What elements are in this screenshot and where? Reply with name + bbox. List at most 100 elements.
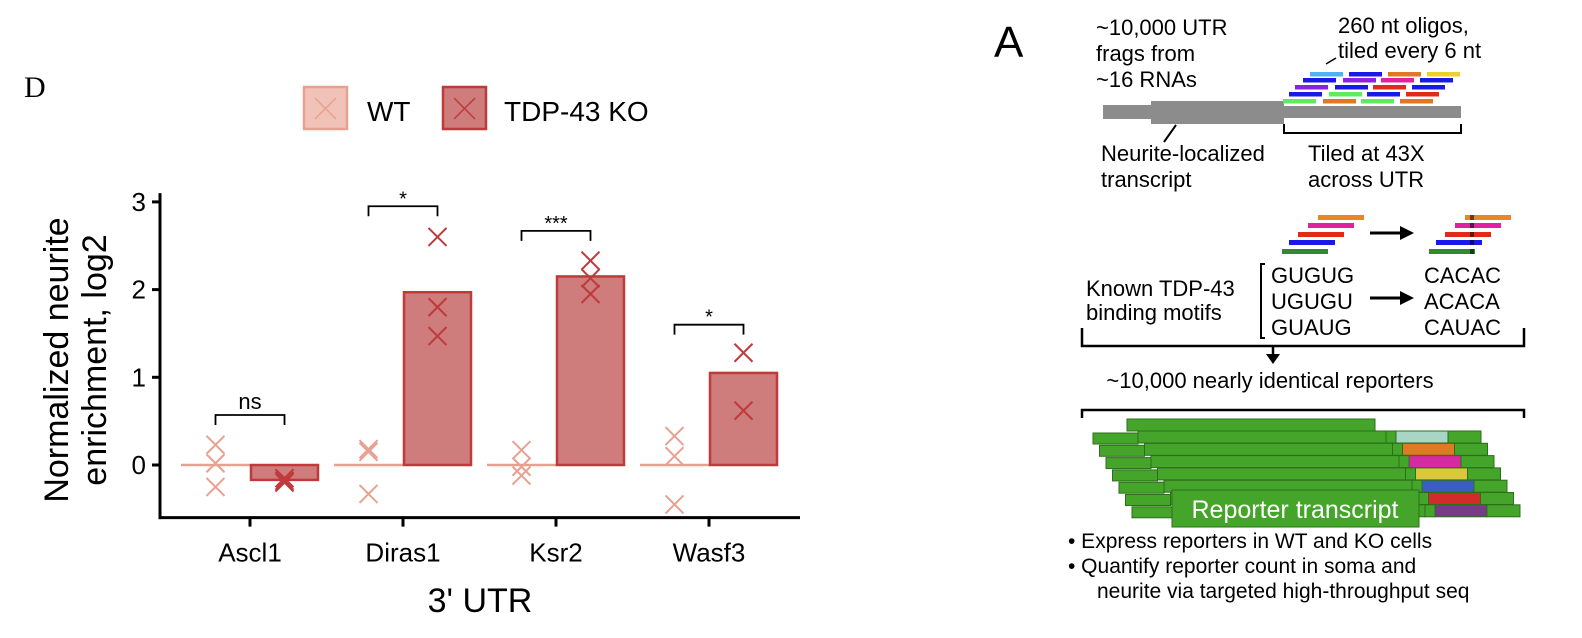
data-point-wt (205, 477, 226, 497)
motif-bracket (1260, 263, 1265, 339)
transcript-label: transcript (1101, 167, 1191, 192)
reporter-segment (1447, 430, 1482, 444)
transcript-label: Neurite-localized (1101, 141, 1265, 166)
data-point-wt (205, 435, 226, 455)
data-point-ko (427, 326, 448, 346)
oligo-bar (1406, 92, 1439, 97)
utr-frags-line: ~16 RNAs (1096, 67, 1197, 92)
reporter-segment (1486, 504, 1521, 518)
reporter-bar (1126, 418, 1376, 432)
motif: UGUGU (1271, 289, 1353, 314)
utr-frags-line: frags from (1096, 41, 1195, 66)
reporter-segment (1473, 479, 1508, 493)
reporters-label: ~10,000 nearly identical reporters (1106, 368, 1433, 393)
reporter-bar (1144, 442, 1393, 456)
reporter-variable-segment (1415, 467, 1468, 481)
reporter-variable-segment (1421, 479, 1475, 493)
significance-bracket (520, 229, 592, 241)
reporter-bar (1157, 467, 1406, 481)
data-point-wt (664, 426, 685, 446)
data-point-wt (205, 453, 226, 473)
x-tick-label: Diras1 (365, 538, 440, 568)
reporter-bar (1092, 432, 1139, 445)
data-point-wt (358, 442, 379, 462)
data-point-wt (511, 440, 532, 460)
oligo-bar (1361, 99, 1394, 104)
reporter-bar (1112, 469, 1158, 482)
mutated-oligo-bar (1465, 215, 1511, 220)
utr-frags-label: ~10,000 UTR frags from ~16 RNAs 260 nt o… (1096, 13, 1481, 192)
motif-label: Known TDP-43 (1086, 276, 1235, 301)
arrow-head-icon (1400, 226, 1414, 240)
data-point-wt (358, 484, 379, 504)
reporter-bar (1105, 457, 1152, 470)
arrow-down-head-icon (1266, 354, 1280, 364)
reporter-segment (1454, 442, 1488, 456)
y-axis-title-line-1: Normalized neurite (38, 217, 76, 502)
data-point-ko (274, 472, 295, 493)
mutation-mark (1470, 249, 1474, 254)
motif-label: binding motifs (1086, 300, 1222, 325)
transcript-leader-line (1163, 124, 1177, 143)
oligo-bar (1323, 99, 1356, 104)
motif: GUAUG (1271, 315, 1352, 340)
oligo-bar (1349, 72, 1382, 77)
tiled-oligos-icon (1283, 72, 1460, 104)
y-tick-label: 1 (132, 362, 146, 392)
reporter-variable-segment (1395, 430, 1449, 444)
significance-label: * (705, 307, 713, 329)
reporter-segment (1392, 442, 1403, 456)
mutated-oligo-bar (1445, 232, 1491, 237)
data-point-ko (427, 227, 448, 247)
oligo-leader-line (1325, 57, 1337, 65)
oligo-bar (1420, 78, 1453, 83)
reporter-bar (1131, 506, 1178, 519)
oligo-bar (1303, 78, 1336, 83)
reporter-segment (1467, 467, 1501, 481)
data-point-ko (580, 284, 601, 304)
reporter-bar (1099, 444, 1145, 457)
motif-oligo-bar (1289, 240, 1335, 245)
data-point-wt (664, 494, 685, 515)
legend-marker-ko-icon (453, 97, 476, 120)
data-point-wt (664, 446, 685, 466)
reporter-bar (1118, 481, 1165, 494)
y-axis-title: Normalized neurite enrichment, log2 (38, 217, 114, 502)
y-tick-label: 3 (132, 187, 146, 217)
significance-bracket (367, 205, 439, 217)
significance-label: * (399, 188, 407, 210)
bar-ko (402, 290, 473, 467)
oligos-line: tiled every 6 nt (1338, 38, 1481, 63)
motif-oligo-bar (1308, 223, 1354, 228)
reporter-segment (1405, 467, 1416, 481)
panel-label-a: A (994, 18, 1024, 67)
legend: WT TDP-43 KO (302, 85, 649, 131)
mutated-oligo-bar (1429, 249, 1475, 254)
motif-oligos-icon (1282, 215, 1511, 254)
tiled-label: Tiled at 43X (1308, 141, 1425, 166)
legend-marker-wt-icon (314, 97, 337, 120)
reporter-segment (1424, 504, 1436, 518)
x-axis-title: 3' UTR (428, 582, 533, 620)
oligo-bar (1388, 72, 1421, 77)
reporter-segment (1480, 492, 1514, 505)
oligo-bar (1367, 92, 1400, 97)
oligo-bar (1427, 72, 1460, 77)
reporter-bar (1150, 455, 1400, 469)
mutated-motif: CACAC (1424, 263, 1501, 288)
reporter-variable-segment (1408, 455, 1462, 469)
reporter-segment (1460, 455, 1495, 469)
mutation-mark (1470, 215, 1474, 220)
mutation-mark (1470, 240, 1474, 245)
utr-transcript-icon (1103, 101, 1461, 124)
mutation-mark (1470, 232, 1474, 237)
motif-oligo-bar (1318, 215, 1364, 220)
motif-oligo-bar (1298, 232, 1344, 237)
arrow-head-icon (1400, 291, 1414, 305)
data-point-ko (427, 297, 448, 317)
bar-ko (708, 371, 779, 467)
data-point-wt (358, 439, 379, 459)
bar-ko (555, 275, 626, 467)
bullet-item: neurite via targeted high-throughput seq (1097, 580, 1469, 603)
